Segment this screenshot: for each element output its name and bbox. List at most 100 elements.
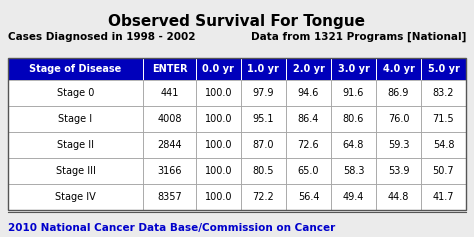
Bar	[421, 106, 466, 132]
Bar	[286, 106, 331, 132]
Bar	[196, 184, 241, 210]
Bar	[241, 58, 286, 80]
Bar	[8, 132, 143, 158]
Text: 80.6: 80.6	[343, 114, 364, 124]
Text: 80.5: 80.5	[253, 166, 274, 176]
Bar	[421, 80, 466, 106]
Text: Stage II: Stage II	[57, 140, 94, 150]
Text: 1.0 yr: 1.0 yr	[247, 64, 279, 74]
Text: 2010 National Cancer Data Base/Commission on Cancer: 2010 National Cancer Data Base/Commissio…	[8, 223, 335, 233]
Bar	[8, 58, 466, 210]
Text: 4008: 4008	[157, 114, 182, 124]
Text: 64.8: 64.8	[343, 140, 364, 150]
Text: 100.0: 100.0	[205, 140, 232, 150]
Bar	[8, 184, 143, 210]
Bar	[196, 106, 241, 132]
Bar	[331, 106, 376, 132]
Bar	[143, 106, 196, 132]
Bar	[376, 80, 421, 106]
Bar	[376, 158, 421, 184]
Text: 56.4: 56.4	[298, 192, 319, 202]
Bar	[286, 80, 331, 106]
Bar	[331, 80, 376, 106]
Text: 94.6: 94.6	[298, 88, 319, 98]
Bar	[376, 184, 421, 210]
Text: 49.4: 49.4	[343, 192, 364, 202]
Text: 50.7: 50.7	[433, 166, 454, 176]
Text: 3166: 3166	[157, 166, 182, 176]
Bar	[8, 58, 143, 80]
Text: 59.3: 59.3	[388, 140, 409, 150]
Text: 2.0 yr: 2.0 yr	[292, 64, 324, 74]
Text: 2844: 2844	[157, 140, 182, 150]
Text: 100.0: 100.0	[205, 166, 232, 176]
Bar	[8, 158, 143, 184]
Text: 53.9: 53.9	[388, 166, 409, 176]
Text: Data from 1321 Programs [National]: Data from 1321 Programs [National]	[251, 32, 466, 42]
Bar	[196, 132, 241, 158]
Text: 54.8: 54.8	[433, 140, 454, 150]
Bar	[143, 58, 196, 80]
Text: Cases Diagnosed in 1998 - 2002: Cases Diagnosed in 1998 - 2002	[8, 32, 195, 42]
Text: 87.0: 87.0	[253, 140, 274, 150]
Text: 8357: 8357	[157, 192, 182, 202]
Text: Stage III: Stage III	[55, 166, 95, 176]
Bar	[196, 58, 241, 80]
Bar	[196, 80, 241, 106]
Text: 97.9: 97.9	[253, 88, 274, 98]
Text: Stage of Disease: Stage of Disease	[29, 64, 122, 74]
Bar	[286, 184, 331, 210]
Text: 100.0: 100.0	[205, 192, 232, 202]
Bar	[421, 158, 466, 184]
Bar	[143, 80, 196, 106]
Text: Stage IV: Stage IV	[55, 192, 96, 202]
Text: 65.0: 65.0	[298, 166, 319, 176]
Bar	[376, 106, 421, 132]
Bar	[8, 106, 143, 132]
Bar	[241, 106, 286, 132]
Bar	[286, 158, 331, 184]
Text: 95.1: 95.1	[253, 114, 274, 124]
Text: 91.6: 91.6	[343, 88, 364, 98]
Text: Observed Survival For Tongue: Observed Survival For Tongue	[109, 14, 365, 29]
Text: 441: 441	[160, 88, 179, 98]
Text: 5.0 yr: 5.0 yr	[428, 64, 459, 74]
Bar	[241, 80, 286, 106]
Text: 72.6: 72.6	[298, 140, 319, 150]
Bar	[421, 132, 466, 158]
Bar	[8, 80, 143, 106]
Bar	[421, 58, 466, 80]
Text: 86.9: 86.9	[388, 88, 409, 98]
Bar	[241, 132, 286, 158]
Text: Stage I: Stage I	[58, 114, 92, 124]
Text: 58.3: 58.3	[343, 166, 364, 176]
Text: 72.2: 72.2	[253, 192, 274, 202]
Bar	[241, 184, 286, 210]
Text: 0.0 yr: 0.0 yr	[202, 64, 234, 74]
Bar	[331, 132, 376, 158]
Bar	[421, 184, 466, 210]
Text: 100.0: 100.0	[205, 114, 232, 124]
Text: 71.5: 71.5	[433, 114, 454, 124]
Bar	[376, 132, 421, 158]
Bar	[331, 158, 376, 184]
Bar	[331, 58, 376, 80]
Bar	[286, 58, 331, 80]
Bar	[143, 158, 196, 184]
Text: 44.8: 44.8	[388, 192, 409, 202]
Text: 100.0: 100.0	[205, 88, 232, 98]
Bar	[376, 58, 421, 80]
Text: 4.0 yr: 4.0 yr	[383, 64, 414, 74]
Bar	[241, 158, 286, 184]
Text: ENTER: ENTER	[152, 64, 187, 74]
Text: 3.0 yr: 3.0 yr	[337, 64, 369, 74]
Bar	[143, 184, 196, 210]
Bar	[196, 158, 241, 184]
Bar	[286, 132, 331, 158]
Bar	[331, 184, 376, 210]
Text: Stage 0: Stage 0	[57, 88, 94, 98]
Text: 76.0: 76.0	[388, 114, 409, 124]
Text: 41.7: 41.7	[433, 192, 454, 202]
Text: 83.2: 83.2	[433, 88, 454, 98]
Bar	[143, 132, 196, 158]
